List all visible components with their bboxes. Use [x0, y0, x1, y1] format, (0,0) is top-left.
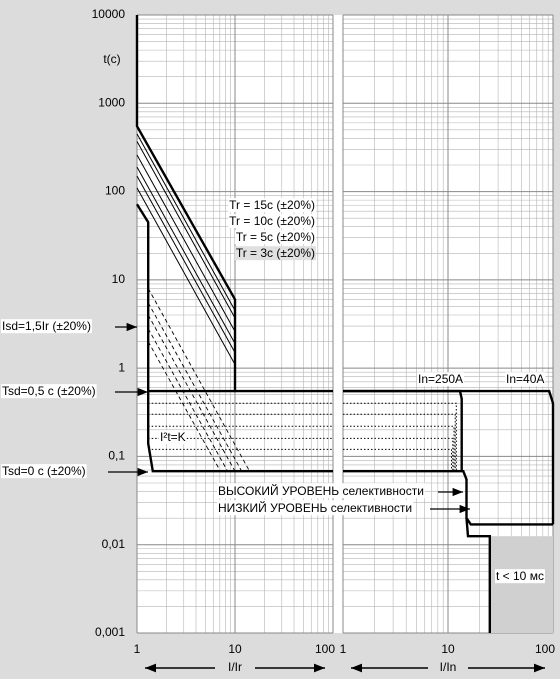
curve [343, 413, 456, 472]
curve [147, 314, 236, 472]
annotation: Tsd=0,5 c (±20%) [2, 384, 96, 398]
annotation: I²t=K [160, 430, 186, 444]
x-tick-label: 10 [441, 642, 455, 656]
curve [135, 203, 333, 473]
annotation-background [1, 464, 87, 479]
annotation: НИЗКИЙ УРОВЕНЬ селективности [218, 500, 412, 515]
curve [343, 389, 463, 471]
y-tick-label: 0,1 [108, 449, 125, 463]
annotation-background [1, 319, 92, 334]
shaded-region [489, 536, 553, 633]
annotation: ВЫСОКИЙ УРОВЕНЬ селективности [218, 483, 424, 498]
annotation: In=250A [418, 372, 463, 386]
annotation-background [217, 483, 425, 499]
annotation-background [1, 384, 97, 399]
curve [343, 402, 457, 472]
curve [147, 328, 228, 472]
annotation: Tsd=0 c (±20%) [2, 464, 86, 478]
y-tick-label: 1 [118, 360, 125, 374]
curve [136, 154, 236, 332]
curve [136, 166, 236, 344]
annotation-background [159, 430, 187, 445]
y-axis-label: t(c) [103, 52, 120, 66]
annotation: t < 10 мс [496, 569, 544, 583]
annotation-background [495, 569, 545, 584]
curve [147, 341, 221, 472]
annotation-background [234, 230, 316, 245]
curve [135, 15, 333, 393]
curve [136, 175, 236, 353]
annotation: Tr = 3c (±20%) [236, 246, 315, 260]
y-tick-label: 100 [105, 184, 125, 198]
y-tick-label: 0,001 [95, 625, 125, 639]
x-axis-label: I/Ir [228, 660, 242, 674]
annotation-background [234, 246, 316, 261]
curve [465, 518, 491, 633]
panel-gap [333, 15, 343, 633]
y-tick-label: 1000 [98, 95, 125, 109]
curve [343, 437, 454, 472]
annotation: Tr = 10c (±20%) [229, 214, 315, 228]
annotation-background [417, 372, 465, 387]
annotation: Isd=1,5Ir (±20%) [2, 319, 91, 333]
y-tick-label: 10000 [92, 7, 126, 21]
x-tick-label: 1 [340, 642, 347, 656]
annotation: Tr = 15c (±20%) [229, 198, 315, 212]
x-tick-label: 100 [315, 642, 335, 656]
curve [136, 141, 236, 319]
y-tick-label: 10 [112, 272, 126, 286]
annotation-background [217, 500, 414, 516]
annotation-background [228, 198, 316, 213]
curve [136, 133, 236, 311]
curve [136, 187, 236, 365]
curve [343, 470, 553, 526]
annotation: In=40A [506, 372, 544, 386]
curve [343, 448, 452, 472]
curve [343, 425, 455, 472]
x-tick-label: 10 [228, 642, 242, 656]
x-axis-label: I/In [440, 660, 457, 674]
x-tick-label: 100 [535, 642, 555, 656]
annotation-background [228, 214, 316, 229]
y-tick-label: 0,01 [102, 537, 126, 551]
x-tick-label: 1 [134, 642, 141, 656]
annotation: Tr = 5c (±20%) [236, 230, 315, 244]
annotation-background [505, 372, 546, 387]
